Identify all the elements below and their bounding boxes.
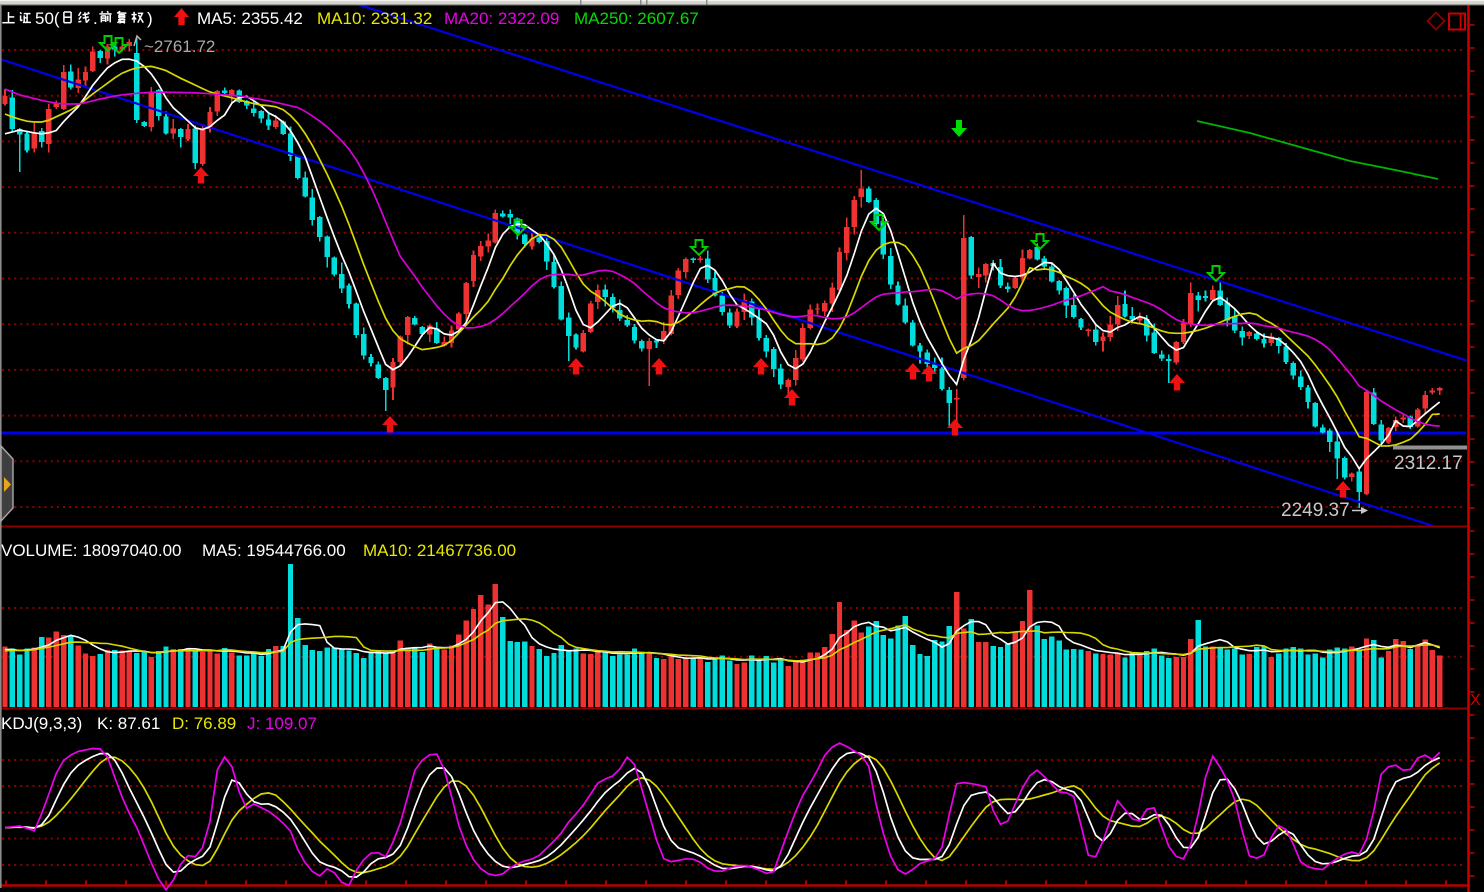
- svg-text:MA10: 21467736.00: MA10: 21467736.00: [363, 541, 516, 560]
- svg-text:.: .: [93, 9, 98, 28]
- svg-text:2249.37: 2249.37: [1281, 500, 1350, 521]
- svg-text:MA10: 2331.32: MA10: 2331.32: [317, 9, 432, 28]
- svg-text:~2761.72: ~2761.72: [144, 37, 215, 56]
- svg-text:J: 109.07: J: 109.07: [247, 714, 317, 733]
- svg-text:): ): [147, 9, 153, 28]
- svg-text:K: 87.61: K: 87.61: [97, 714, 160, 733]
- svg-text:MA250: 2607.67: MA250: 2607.67: [574, 9, 699, 28]
- svg-text:KDJ(9,3,3): KDJ(9,3,3): [1, 714, 82, 733]
- svg-text:X: X: [1470, 692, 1481, 709]
- svg-text:VOLUME: 18097040.00: VOLUME: 18097040.00: [1, 541, 182, 560]
- svg-text:2312.17: 2312.17: [1394, 453, 1463, 474]
- svg-text:MA5: 19544766.00: MA5: 19544766.00: [202, 541, 346, 560]
- svg-text:MA20: 2322.09: MA20: 2322.09: [444, 9, 559, 28]
- svg-text:50(: 50(: [35, 9, 60, 28]
- svg-text:MA5: 2355.42: MA5: 2355.42: [197, 9, 303, 28]
- svg-text:D: 76.89: D: 76.89: [172, 714, 236, 733]
